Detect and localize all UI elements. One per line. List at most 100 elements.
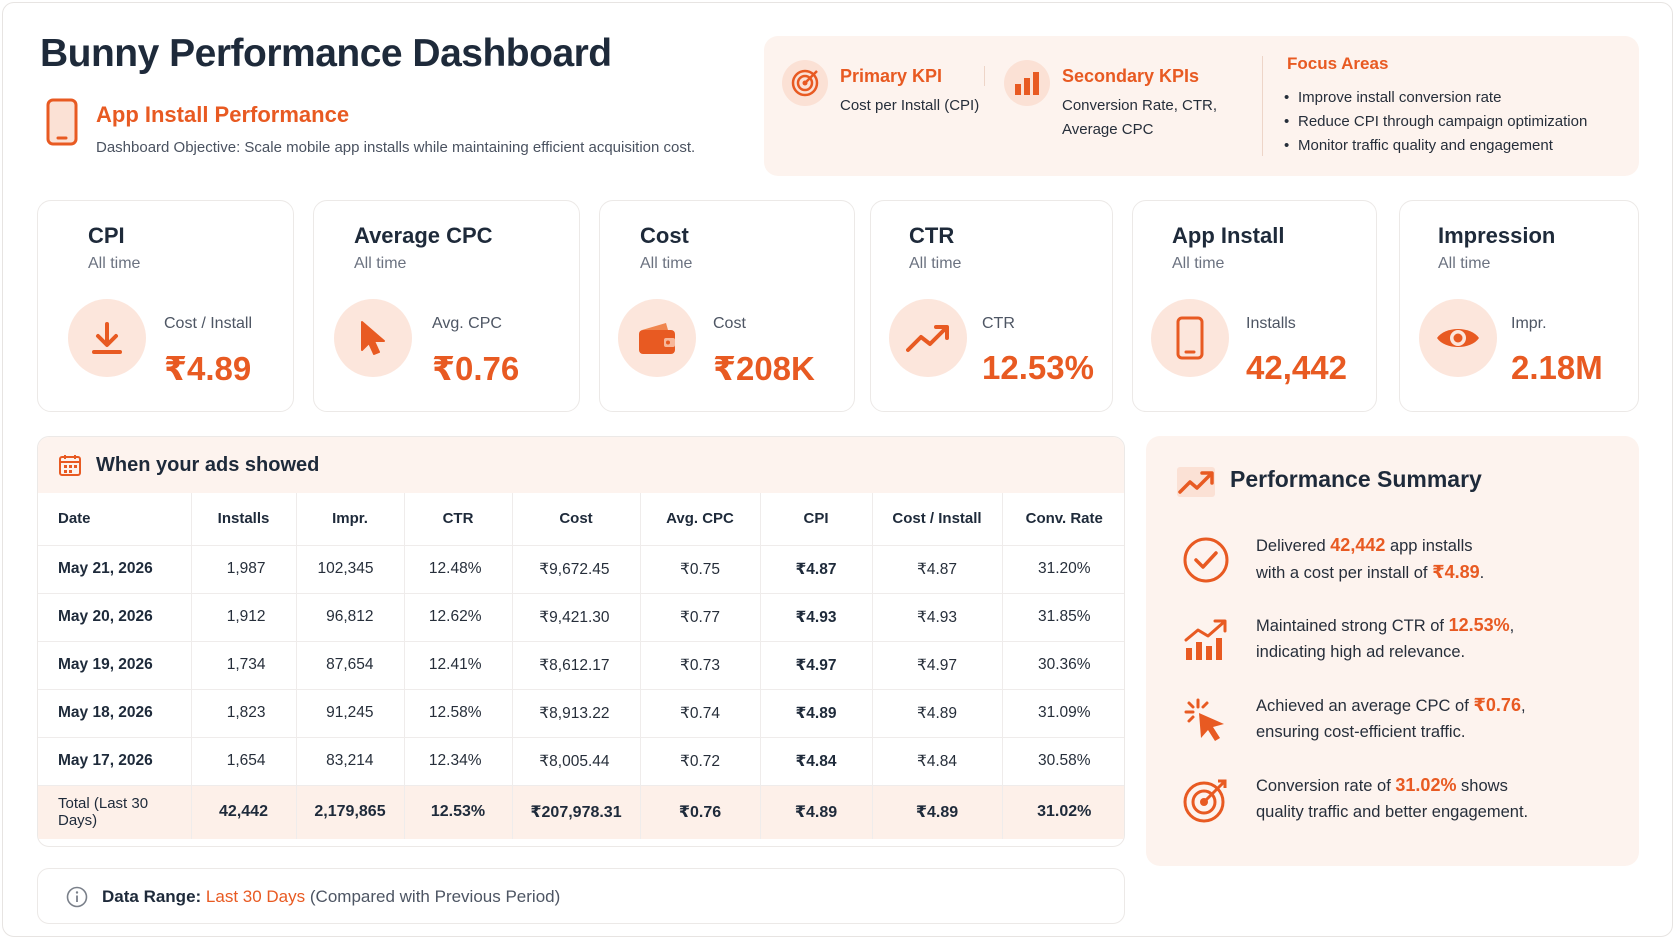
cost-cell: ₹9,672.45	[512, 545, 641, 594]
table-row: May 19, 2026 1,734 87,654 12.41% ₹8,612.…	[38, 641, 1124, 690]
focus-areas-heading: Focus Areas	[1287, 54, 1389, 73]
total-installs-cell: 42,442	[191, 785, 297, 839]
cost-cell: ₹8,913.22	[512, 689, 641, 738]
total-avg-cpc-cell: ₹0.76	[640, 785, 761, 839]
cpi-cell: ₹4.87	[760, 545, 873, 594]
column-header[interactable]: Date	[38, 493, 192, 546]
cost-per-install-cell: ₹4.84	[872, 737, 1003, 786]
column-header[interactable]: CPI	[760, 493, 873, 546]
summary-text: Achieved an average CPC of ₹0.76, ensuri…	[1256, 692, 1526, 745]
cpi-cell: ₹4.93	[760, 593, 873, 642]
divider	[1262, 56, 1263, 156]
card-period: All time	[1438, 255, 1491, 272]
table-header-row: Date Installs Impr. CTR Cost Avg. CPC CP…	[38, 493, 1124, 546]
column-header[interactable]: Impr.	[296, 493, 405, 546]
card-value: ₹208K	[713, 350, 815, 387]
avg-cpc-cell: ₹0.77	[640, 593, 761, 642]
date-cell: May 19, 2026	[38, 641, 192, 690]
summary-text-part: Conversion rate of	[1256, 777, 1396, 795]
cpi-card[interactable]: CPI All time Cost / Install ₹4.89	[37, 200, 294, 412]
installs-cell: 1,654	[191, 737, 297, 786]
ads-table-panel: When your ads showed Date Installs Impr.…	[37, 436, 1125, 847]
card-period: All time	[1172, 255, 1225, 272]
growth-chart-icon	[1184, 619, 1227, 660]
phone-icon	[46, 98, 78, 146]
summary-text: Delivered 42,442 app installs with a cos…	[1256, 532, 1484, 586]
impressions-cell: 91,245	[296, 689, 405, 738]
dashboard-objective: Dashboard Objective: Scale mobile app in…	[96, 139, 696, 156]
table-title: When your ads showed	[96, 454, 320, 476]
card-period: All time	[354, 255, 407, 272]
calendar-icon	[59, 455, 81, 476]
conv-rate-cell: 31.85%	[1002, 593, 1124, 642]
cpi-cell: ₹4.89	[760, 689, 873, 738]
installs-cell: 1,823	[191, 689, 297, 738]
summary-highlight: 12.53%	[1448, 615, 1510, 635]
cost-card[interactable]: Cost All time Cost ₹208K	[599, 200, 855, 412]
column-header[interactable]: Avg. CPC	[640, 493, 761, 546]
table-header-bar	[38, 437, 1124, 493]
card-title: App Install	[1172, 223, 1285, 248]
ads-table: Date Installs Impr. CTR Cost Avg. CPC CP…	[38, 493, 1124, 839]
avg-cpc-card[interactable]: Average CPC All time Avg. CPC ₹0.76	[313, 200, 580, 412]
summary-item: Maintained strong CTR of 12.53%, indicat…	[1182, 612, 1622, 672]
date-cell: May 17, 2026	[38, 737, 192, 786]
column-header[interactable]: Conv. Rate	[1002, 493, 1124, 546]
card-value: ₹0.76	[432, 350, 520, 387]
card-label: Avg. CPC	[432, 315, 502, 332]
cost-cell: ₹8,612.17	[512, 641, 641, 690]
table-row: May 21, 2026 1,987 102,345 12.48% ₹9,672…	[38, 545, 1124, 594]
data-range-value[interactable]: Last 30 Days	[205, 887, 306, 906]
total-conv-rate-cell: 31.02%	[1002, 785, 1124, 839]
primary-kpi-text: Cost per Install (CPI)	[840, 97, 980, 114]
ctr-cell: 12.41%	[404, 641, 513, 690]
target-icon	[782, 60, 828, 106]
data-range-text: Data Range: Last 30 Days (Compared with …	[102, 887, 560, 907]
cost-cell: ₹9,421.30	[512, 593, 641, 642]
column-header[interactable]: Cost / Install	[872, 493, 1003, 546]
cost-per-install-cell: ₹4.97	[872, 641, 1003, 690]
focus-item: Monitor traffic quality and engagement	[1284, 134, 1587, 158]
date-cell: May 18, 2026	[38, 689, 192, 738]
card-label: Cost / Install	[164, 315, 253, 332]
summary-highlight: ₹0.76	[1473, 695, 1521, 715]
total-cpi-cell: ₹4.89	[760, 785, 873, 839]
ctr-cell: 12.34%	[404, 737, 513, 786]
summary-text-part: Delivered	[1256, 537, 1331, 555]
card-value: ₹4.89	[164, 350, 252, 387]
date-cell: May 21, 2026	[38, 545, 192, 594]
summary-text-part: Achieved an average CPC of	[1256, 697, 1474, 715]
cpi-cell: ₹4.97	[760, 641, 873, 690]
cost-cell: ₹8,005.44	[512, 737, 641, 786]
total-cost-cell: ₹207,978.31	[512, 785, 641, 839]
phone-icon	[1151, 299, 1229, 377]
focus-item: Reduce CPI through campaign optimization	[1284, 110, 1587, 134]
impression-card[interactable]: Impression All time Impr. 2.18M	[1399, 200, 1639, 412]
avg-cpc-cell: ₹0.75	[640, 545, 761, 594]
installs-cell: 1,912	[191, 593, 297, 642]
card-label: Installs	[1246, 315, 1296, 332]
column-header[interactable]: Installs	[191, 493, 297, 546]
total-label-cell: Total (Last 30 Days)	[38, 785, 192, 839]
conv-rate-cell: 30.58%	[1002, 737, 1124, 786]
ctr-cell: 12.58%	[404, 689, 513, 738]
summary-text-part: app installs	[1385, 537, 1473, 555]
summary-item: Conversion rate of 31.02% shows quality …	[1182, 772, 1622, 832]
column-header[interactable]: CTR	[404, 493, 513, 546]
summary-highlight: ₹4.89	[1432, 562, 1480, 582]
total-label-suffix: (Last 30 Days)	[58, 795, 149, 830]
ctr-card[interactable]: CTR All time CTR 12.53%	[870, 200, 1113, 412]
focus-item: Improve install conversion rate	[1284, 86, 1587, 110]
cost-per-install-cell: ₹4.87	[872, 545, 1003, 594]
card-label: CTR	[982, 315, 1015, 332]
section-subtitle: App Install Performance	[96, 102, 350, 127]
column-header[interactable]: Cost	[512, 493, 641, 546]
app-install-card[interactable]: App Install All time Installs 42,442	[1132, 200, 1377, 412]
impressions-cell: 96,812	[296, 593, 405, 642]
ctr-cell: 12.48%	[404, 545, 513, 594]
data-range-note: (Compared with Previous Period)	[309, 887, 561, 906]
date-cell: May 20, 2026	[38, 593, 192, 642]
summary-text: Maintained strong CTR of 12.53%, indicat…	[1256, 612, 1514, 665]
card-title: Cost	[640, 223, 689, 248]
avg-cpc-cell: ₹0.73	[640, 641, 761, 690]
